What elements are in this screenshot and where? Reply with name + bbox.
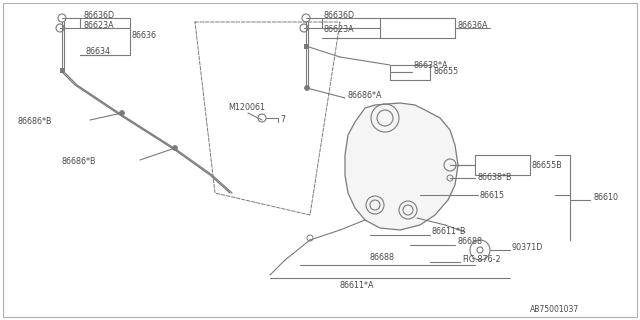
Text: FIG.876-2: FIG.876-2 <box>462 254 500 263</box>
Text: AB75001037: AB75001037 <box>530 306 579 315</box>
Text: M120061: M120061 <box>228 103 265 113</box>
Text: 86686*B: 86686*B <box>18 117 52 126</box>
Text: 86623A: 86623A <box>83 21 114 30</box>
Text: 86688: 86688 <box>457 237 482 246</box>
Text: 86636: 86636 <box>132 31 157 41</box>
Text: 86615: 86615 <box>480 190 505 199</box>
Circle shape <box>305 85 310 91</box>
Text: 90371D: 90371D <box>512 243 543 252</box>
PathPatch shape <box>345 103 458 230</box>
Text: 86636D: 86636D <box>83 11 114 20</box>
Text: 86686*B: 86686*B <box>62 157 97 166</box>
Bar <box>304 44 309 49</box>
Text: 86611*B: 86611*B <box>432 228 467 236</box>
Text: 86611*A: 86611*A <box>340 282 374 291</box>
Text: 7: 7 <box>280 116 285 124</box>
Circle shape <box>173 146 177 150</box>
Text: 86610: 86610 <box>593 194 618 203</box>
Circle shape <box>120 110 125 116</box>
Text: 86686*A: 86686*A <box>348 92 383 100</box>
Text: 86623A: 86623A <box>324 25 355 34</box>
Text: 86634: 86634 <box>86 47 111 57</box>
Text: 86638*A: 86638*A <box>414 60 449 69</box>
Bar <box>60 68 65 73</box>
Text: 86638*B: 86638*B <box>477 173 511 182</box>
Text: 86688: 86688 <box>370 253 395 262</box>
Text: 86636D: 86636D <box>324 11 355 20</box>
Text: 86636A: 86636A <box>458 21 488 30</box>
Text: 86655: 86655 <box>434 68 460 76</box>
Text: 86655B: 86655B <box>532 161 563 170</box>
